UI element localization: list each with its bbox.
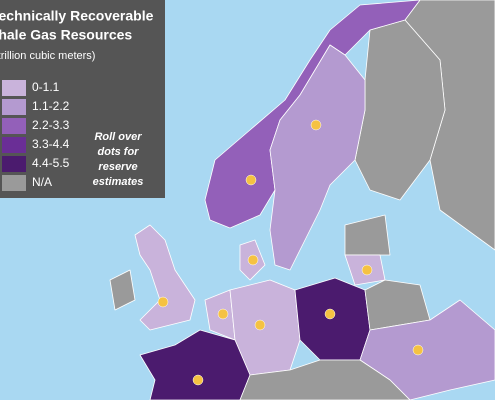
legend-note: reserve: [98, 161, 137, 173]
legend-box: [0, 0, 165, 198]
legend-label: 4.4-5.5: [32, 156, 70, 170]
legend-unit: (trillion cubic meters): [0, 50, 95, 62]
legend-label: 1.1-2.2: [32, 99, 70, 113]
legend-label: 0-1.1: [32, 80, 60, 94]
legend-swatch: [2, 99, 26, 115]
legend-swatch: [2, 137, 26, 153]
region: [204, 0, 421, 229]
legend-swatch: [2, 156, 26, 172]
region: [239, 359, 411, 400]
region: [134, 224, 196, 331]
legend-note: Roll over: [94, 131, 142, 143]
region: [109, 269, 136, 311]
reserve-dot[interactable]: [254, 319, 266, 331]
legend-swatch: [2, 118, 26, 134]
reserve-dot[interactable]: [245, 174, 257, 186]
reserve-dot[interactable]: [192, 374, 204, 386]
reserve-dot[interactable]: [361, 264, 373, 276]
legend: Technically Recoverable Shale Gas Resour…: [0, 0, 165, 198]
legend-title: Technically Recoverable: [0, 8, 154, 24]
reserve-dot[interactable]: [247, 254, 259, 266]
region: [269, 44, 366, 271]
reserve-dot[interactable]: [217, 308, 229, 320]
reserve-dot[interactable]: [310, 119, 322, 131]
reserve-dot[interactable]: [157, 296, 169, 308]
dots: [157, 119, 424, 386]
reserve-dot[interactable]: [412, 344, 424, 356]
legend-label: 3.3-4.4: [32, 137, 70, 151]
region: [364, 279, 431, 331]
legend-note: estimates: [93, 176, 144, 188]
reserve-dot[interactable]: [324, 308, 336, 320]
legend-title: Shale Gas Resources: [0, 27, 132, 43]
legend-label: N/A: [32, 175, 52, 189]
regions: [109, 0, 495, 400]
legend-note: dots for: [98, 146, 140, 158]
legend-swatch: [2, 175, 26, 191]
region: [344, 214, 391, 256]
legend-label: 2.2-3.3: [32, 118, 70, 132]
legend-swatch: [2, 80, 26, 96]
